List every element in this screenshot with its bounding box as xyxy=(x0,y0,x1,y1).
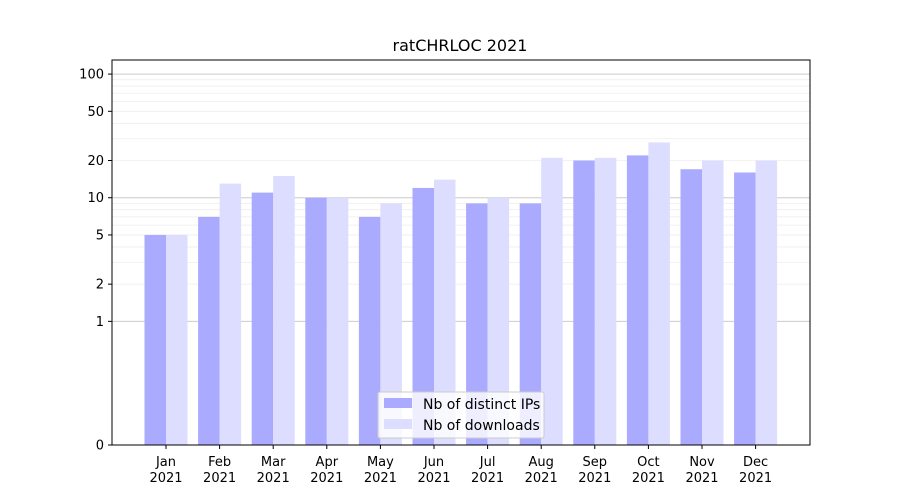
bar-distinct-ips-7 xyxy=(466,203,488,445)
x-tick-label: Feb 2021 xyxy=(203,455,236,486)
x-tick-label: May 2021 xyxy=(364,455,397,486)
bar-distinct-ips-6 xyxy=(412,187,434,445)
bar-distinct-ips-3 xyxy=(251,192,274,445)
y-tick-label: 1 xyxy=(96,315,104,330)
x-tick-label: Mar 2021 xyxy=(257,455,290,486)
legend-swatch-distinct-ips xyxy=(384,398,412,408)
plot-frame xyxy=(111,59,811,446)
bar-distinct-ips-11 xyxy=(680,169,702,445)
chart-title: ratCHRLOC 2021 xyxy=(393,36,528,55)
legend-swatch-downloads xyxy=(384,419,412,429)
bar-downloads-12 xyxy=(755,160,778,445)
x-tick-label: Dec 2021 xyxy=(739,455,772,486)
bar-downloads-10 xyxy=(648,142,670,445)
bar-downloads-3 xyxy=(273,175,295,445)
bar-downloads-6 xyxy=(434,179,456,446)
x-axis: Jan 2021 Feb 2021 Mar 2021 Apr 2021 May 2021 Jun 20… xyxy=(149,445,772,486)
bar-distinct-ips-12 xyxy=(734,172,756,446)
bar-distinct-ips-5 xyxy=(358,216,381,445)
legend: Nb of distinct IPs Nb of downloads xyxy=(377,391,545,439)
bar-distinct-ips-10 xyxy=(626,155,649,445)
bar-distinct-ips-9 xyxy=(573,160,595,445)
bar-downloads-5 xyxy=(380,203,402,445)
x-tick-label: Oct 2021 xyxy=(632,455,665,486)
y-tick-label: 50 xyxy=(87,105,104,120)
y-tick-label: 100 xyxy=(79,68,104,83)
bar-downloads-1 xyxy=(166,234,188,445)
x-tick-label: Aug 2021 xyxy=(525,455,558,486)
x-tick-label: Jan 2021 xyxy=(149,455,182,486)
y-axis: 0 1 2 5 10 20 50 100 xyxy=(79,68,112,454)
legend-label-distinct-ips: Nb of distinct IPs xyxy=(423,397,540,413)
y-tick-label: 20 xyxy=(87,154,104,169)
y-tick-label: 10 xyxy=(87,191,104,206)
legend-label-downloads: Nb of downloads xyxy=(423,418,540,434)
bar-distinct-ips-8 xyxy=(519,203,542,445)
bars xyxy=(144,142,778,446)
x-tick-label: Jun 2021 xyxy=(417,455,450,486)
x-tick-label: Jul 2021 xyxy=(471,455,504,486)
bar-downloads-11 xyxy=(702,160,724,445)
bar-downloads-9 xyxy=(594,157,617,446)
y-tick-label: 5 xyxy=(96,228,104,243)
x-tick-label: Sep 2021 xyxy=(578,455,611,486)
y-tick-label: 2 xyxy=(96,278,104,293)
bar-downloads-8 xyxy=(541,157,563,446)
bar-downloads-4 xyxy=(326,197,349,445)
y-tick-label: 0 xyxy=(96,439,104,454)
x-tick-label: Nov 2021 xyxy=(685,455,718,486)
bar-downloads-7 xyxy=(487,197,510,445)
bar-distinct-ips-1 xyxy=(144,234,166,445)
x-tick-label: Apr 2021 xyxy=(310,455,343,486)
bar-downloads-2 xyxy=(219,183,242,445)
bar-distinct-ips-4 xyxy=(305,197,327,445)
legend-box xyxy=(377,391,545,439)
bar-distinct-ips-2 xyxy=(198,216,220,445)
